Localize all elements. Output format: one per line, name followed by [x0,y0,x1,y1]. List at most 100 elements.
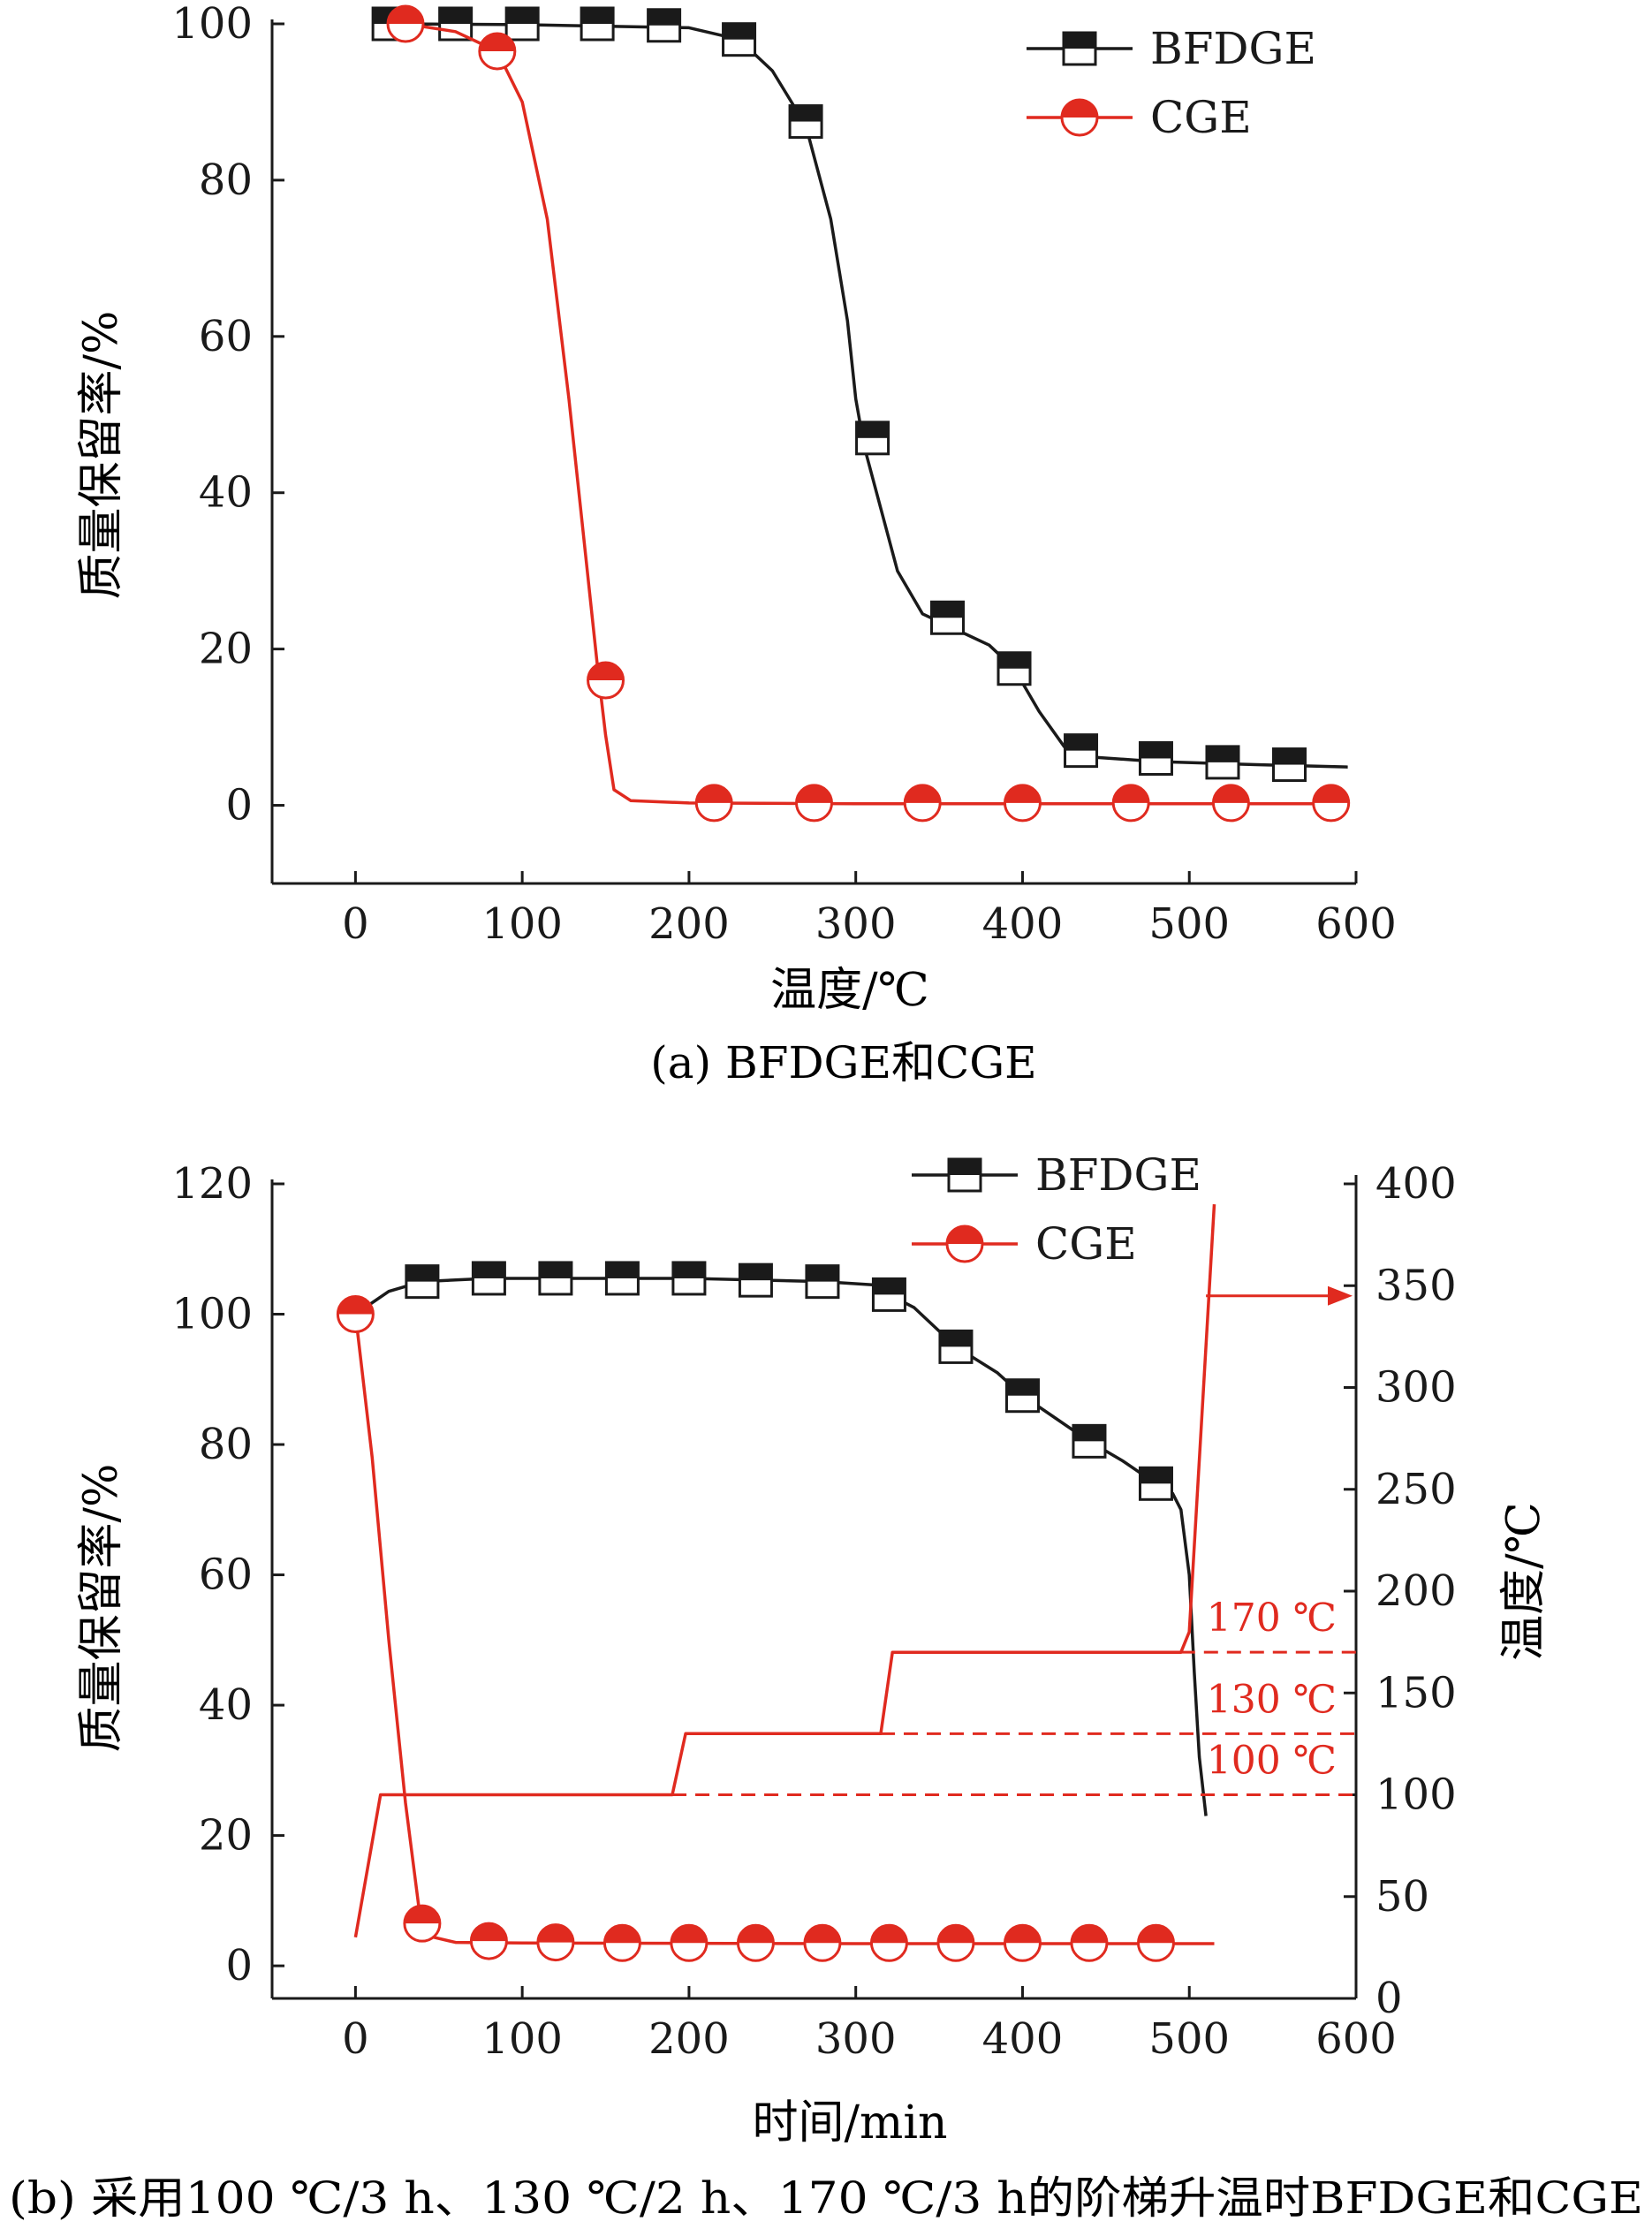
panel-a-legend: BFDGE CGE [1027,23,1316,143]
legend-0-label: BFDGE [1150,23,1316,74]
panel-b-plot-area [336,1203,1216,1962]
bfdge-marker-fill [790,105,822,122]
cge-marker-fill [537,1924,573,1943]
x-tick-label: 600 [1315,2014,1397,2064]
bfdge-marker [538,1261,573,1296]
y-tick-label: 80 [199,155,253,205]
cge-marker-fill [1213,785,1249,803]
y-tick-label: 60 [199,312,253,361]
cge-marker-fill [1004,1925,1041,1944]
cge-marker-fill [937,1925,974,1944]
y-tick-label: 40 [199,468,253,518]
cge-marker [903,784,942,823]
panel-a-plot-area [371,4,1351,823]
bfdge-marker-fill [1072,1425,1105,1442]
bfdge-marker-fill [539,1262,572,1278]
cge-marker [869,1923,908,1962]
cge-marker [1003,1923,1042,1962]
cge-marker-fill [1313,785,1349,803]
bfdge-marker [604,1261,640,1296]
x-tick-label: 200 [648,2014,730,2064]
panel-a-axes: 0 100 200 300 400 500 600 0 20 40 60 80 100 [171,0,1396,949]
bfdge-marker-fill [672,1262,705,1278]
cge-marker-fill [738,1925,774,1944]
bfdge-marker [471,1261,506,1296]
y-tick-label: 60 [199,1550,253,1600]
bfdge-marker-fill [1065,734,1097,751]
cge-marker-fill [479,33,515,51]
bfdge-marker-fill [648,9,680,26]
panel-b-chart: 0 100 200 300 400 500 600020406080100120050100… [9,1149,1643,2224]
bfdge-marker [997,651,1032,686]
right-y-tick-label: 300 [1375,1363,1457,1413]
cge-marker [1111,784,1150,823]
bfdge-marker [405,1264,440,1300]
bfdge-marker-fill [998,652,1031,669]
cge-marker [336,1295,375,1334]
cge-marker-fill [804,1925,840,1944]
y-tick-label: 120 [171,1159,253,1209]
bfdge-marker-fill [873,1278,906,1295]
temperature-step-label: 130 ℃ [1207,1677,1337,1722]
cge-marker [1136,1923,1175,1962]
bfdge-marker [855,421,890,456]
x-tick-label: 0 [342,2014,369,2064]
panel-b-legend: BFDGE CGE [912,1149,1201,1270]
bfdge-marker-fill [1140,742,1172,759]
cge-marker-fill [471,1923,507,1942]
legend-1-label: CGE [1150,92,1252,143]
cge-marker [803,1923,842,1962]
bfdge-marker-fill [1206,746,1239,762]
bfdge-marker [671,1261,707,1296]
bfdge-marker-fill [739,1264,772,1281]
legend-cge-marker [1060,98,1099,137]
bfdge-marker-fill [473,1262,505,1278]
y-tick-label: 20 [199,625,253,674]
panel-b-x-axis-label: 时间/min [753,2096,948,2149]
legend-bfdge-marker-fill [1064,33,1095,49]
bfdge-marker [1072,1423,1107,1459]
y-tick-label: 0 [225,781,253,830]
cge-marker [795,784,833,823]
bfdge-marker [805,1264,840,1300]
x-tick-label: 500 [1148,899,1230,949]
cge-marker [670,1923,709,1962]
bfdge-marker [1004,1378,1040,1414]
series-0-line [354,1277,1208,1816]
legend-bfdge-marker-fill [949,1159,981,1175]
x-tick-label: 400 [982,899,1064,949]
legend-bfdge-marker [947,1157,982,1193]
legend-bfdge-marker [1062,31,1097,66]
bfdge-marker-fill [1006,1379,1039,1396]
cge-marker [478,32,517,71]
bfdge-marker [938,1329,974,1364]
bfdge-marker-fill [931,602,964,618]
cge-marker-fill [604,1925,640,1944]
cge-marker-fill [796,785,832,803]
cge-marker [602,1923,641,1962]
legend-cge-marker-fill [947,1226,982,1244]
right-y-tick-label: 200 [1375,1566,1457,1616]
cge-marker-fill [696,785,732,803]
cge-marker [1312,784,1351,823]
cge-marker [736,1923,775,1962]
cge-marker-fill [1113,785,1149,803]
x-tick-label: 300 [815,2014,897,2064]
bfdge-marker-fill [1273,748,1306,765]
x-tick-label: 600 [1315,899,1397,949]
bfdge-marker-fill [723,23,755,40]
legend-1-label: CGE [1035,1218,1137,1270]
y-tick-label: 40 [199,1680,253,1730]
x-tick-label: 300 [815,899,897,949]
right-axis-arrow-head [1328,1285,1353,1306]
bfdge-marker-fill [939,1331,972,1347]
y-tick-label: 100 [171,1290,253,1339]
y-tick-label: 100 [171,0,253,49]
bfdge-marker-fill [581,8,614,24]
cge-marker-fill [388,6,424,25]
bfdge-marker [738,1262,773,1298]
x-tick-label: 400 [982,2014,1064,2064]
panel-b-y-axis-label: 质量保留率/% [75,1464,128,1753]
bfdge-marker [722,22,757,57]
cge-marker-fill [337,1296,374,1315]
